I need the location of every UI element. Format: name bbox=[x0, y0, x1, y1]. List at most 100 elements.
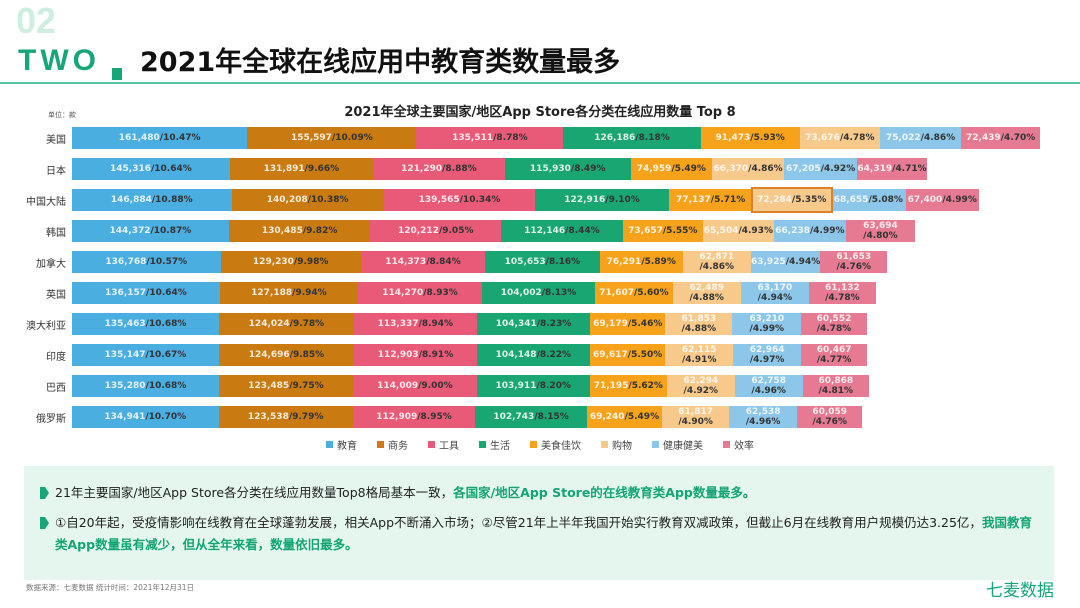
bar-segment: 62,294/4.92% bbox=[666, 375, 735, 397]
data-label-percent: /10.87% bbox=[150, 226, 192, 236]
legend-item: 教育 bbox=[326, 437, 357, 452]
bar-segment: 69,617/5.50% bbox=[589, 344, 666, 366]
summary-highlight: 各国家/地区App Store的在线教育类App数量最多。 bbox=[453, 485, 756, 500]
data-label-value: 62,964 bbox=[749, 345, 785, 355]
data-label-value: 71,195 bbox=[593, 381, 629, 391]
bar-segment: 161,480/10.47% bbox=[72, 127, 248, 149]
data-label-percent: /8.88% bbox=[442, 164, 477, 174]
data-label-value: 63,925 bbox=[750, 257, 786, 267]
legend-label: 商务 bbox=[388, 441, 408, 452]
data-label-value: 114,009 bbox=[377, 381, 419, 391]
data-label-value: 73,657 bbox=[628, 226, 663, 236]
data-label-value: 104,341 bbox=[495, 319, 537, 329]
data-label-percent: /9.85% bbox=[289, 350, 325, 360]
data-label-percent: /4.78% bbox=[825, 293, 860, 303]
bar-segment: 105,653/8.16% bbox=[485, 251, 600, 273]
bar-segment: 114,373/8.84% bbox=[360, 251, 486, 273]
summary-point-1: 21年主要国家/地区App Store各分类在线应用数量Top8格局基本一致，各… bbox=[55, 482, 1035, 504]
data-label-percent: /8.15% bbox=[534, 412, 569, 422]
bar-segment: 60,467/4.77% bbox=[801, 344, 867, 366]
data-label-percent: /5.49% bbox=[624, 412, 660, 422]
bar-segment: 135,280/10.68% bbox=[72, 375, 219, 397]
data-label-value: 129,230 bbox=[252, 257, 294, 267]
category-label: 韩国 bbox=[46, 228, 66, 239]
data-label-percent: /10.68% bbox=[145, 319, 187, 329]
data-label-value: 123,538 bbox=[247, 412, 289, 422]
bar-segment: 127,188/9.94% bbox=[219, 282, 358, 304]
bar-segment: 69,179/5.46% bbox=[590, 313, 666, 335]
bar-segment: 130,485/9.82% bbox=[228, 220, 371, 242]
data-label-percent: /10.38% bbox=[307, 195, 349, 205]
bar-segment: 129,230/9.98% bbox=[220, 251, 361, 273]
data-label-percent: /4.92% bbox=[683, 386, 719, 396]
data-label-value: 115,930 bbox=[529, 164, 571, 174]
summary-highlight: 我国教育类App数量虽有减少，但从全年来看，数量依旧最多。 bbox=[55, 515, 1032, 552]
data-label-percent: /9.78% bbox=[289, 319, 325, 329]
data-label-percent: /8.22% bbox=[536, 350, 572, 360]
data-label-value: 135,463 bbox=[104, 319, 146, 329]
data-label-value: 120,212 bbox=[397, 226, 439, 236]
section-dot bbox=[112, 68, 122, 80]
bar-segment: 144,372/10.87% bbox=[72, 220, 229, 242]
data-label-percent: /4.86% bbox=[920, 133, 956, 143]
data-label-value: 112,909 bbox=[376, 412, 418, 422]
legend-item: 健康健美 bbox=[652, 437, 703, 452]
bar-segment: 62,758/4.96% bbox=[734, 375, 803, 397]
data-label-value: 67,205 bbox=[785, 164, 821, 174]
section-number-bg: 02 bbox=[16, 0, 57, 41]
bar-segment: 63,925/4.94% bbox=[750, 251, 821, 273]
bar-segment: 65,504/4.93% bbox=[702, 220, 774, 242]
bar-segment: 71,195/5.62% bbox=[589, 375, 667, 397]
data-label-percent: /4.93% bbox=[738, 226, 773, 236]
bar-segment: 61,817/4.90% bbox=[662, 406, 730, 428]
data-label-value: 146,884 bbox=[110, 195, 152, 205]
data-label-percent: /4.94% bbox=[785, 257, 821, 267]
data-label-percent: /8.23% bbox=[536, 319, 572, 329]
data-label-percent: /4.96% bbox=[751, 386, 786, 396]
data-label-value: 63,694 bbox=[863, 221, 898, 231]
legend-item: 购物 bbox=[601, 437, 632, 452]
data-label-percent: /5.89% bbox=[641, 257, 676, 267]
bar-segment: 71,607/5.60% bbox=[595, 282, 673, 304]
data-label-value: 145,316 bbox=[110, 164, 151, 174]
unit-label: 单位：款 bbox=[48, 111, 76, 119]
summary-text: ①自20年起，受疫情影响在线教育在全球蓬勃发展，相关App不断涌入市场；②尽管2… bbox=[55, 515, 982, 530]
bar-segment: 60,059/4.76% bbox=[797, 406, 863, 428]
bar-segment: 63,170/4.94% bbox=[740, 282, 810, 304]
data-label-value: 71,607 bbox=[599, 288, 634, 298]
data-label-value: 122,916 bbox=[564, 195, 606, 205]
data-label-percent: /8.93% bbox=[423, 288, 458, 298]
data-label-value: 91,473 bbox=[715, 133, 751, 143]
data-label-percent: /4.88% bbox=[681, 324, 717, 334]
data-label-value: 121,290 bbox=[401, 164, 443, 174]
data-label-value: 112,146 bbox=[524, 226, 566, 236]
data-label-value: 60,059 bbox=[812, 407, 848, 417]
data-label-percent: /4.78% bbox=[816, 324, 852, 334]
data-label-percent: /9.75% bbox=[289, 381, 324, 391]
data-label-value: 114,270 bbox=[382, 288, 424, 298]
data-label-percent: /4.96% bbox=[745, 417, 781, 427]
bar-segment: 76,291/5.89% bbox=[599, 251, 683, 273]
data-label-value: 126,186 bbox=[594, 133, 636, 143]
summary-box bbox=[24, 466, 1054, 580]
data-label-value: 62,538 bbox=[745, 407, 781, 417]
bar-segment: 62,871/4.86% bbox=[682, 251, 751, 273]
data-label-value: 65,504 bbox=[703, 226, 739, 236]
bar-segment: 103,911/8.20% bbox=[476, 375, 590, 397]
bar-segment: 135,463/10.68% bbox=[72, 313, 220, 335]
data-label-percent: /4.78% bbox=[839, 133, 875, 143]
bar-segment: 64,319/4.71% bbox=[857, 158, 927, 180]
data-label-value: 161,480 bbox=[118, 133, 160, 143]
bar-segment: 63,210/4.99% bbox=[732, 313, 802, 335]
data-label-percent: /9.79% bbox=[288, 412, 324, 422]
category-label: 俄罗斯 bbox=[36, 414, 66, 425]
data-label-value: 73,676 bbox=[805, 133, 840, 143]
bar-segment: 139,565/10.34% bbox=[383, 189, 536, 211]
bar-segment: 126,186/8.18% bbox=[563, 127, 701, 149]
data-label-value: 68,655 bbox=[833, 195, 869, 205]
data-label-value: 113,337 bbox=[377, 319, 419, 329]
header-divider bbox=[0, 82, 1080, 84]
bar-segment: 91,473/5.93% bbox=[700, 127, 800, 149]
bar-segment: 74,959/5.49% bbox=[630, 158, 713, 180]
bar-segment: 140,208/10.38% bbox=[231, 189, 384, 211]
